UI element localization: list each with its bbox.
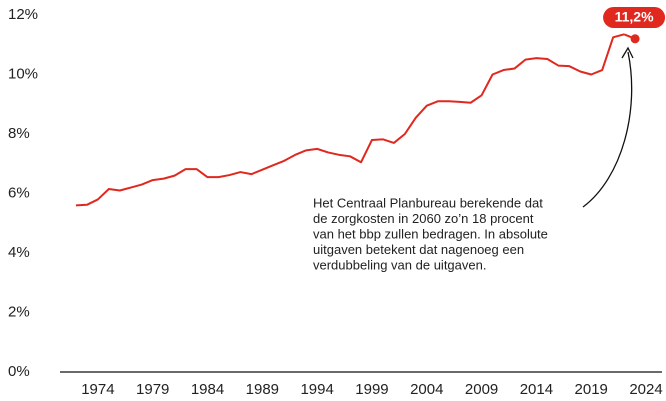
x-tick-label: 1974 <box>81 381 114 398</box>
annotation: Het Centraal Planbureau berekende datde … <box>313 195 548 272</box>
y-tick-label: 12% <box>8 6 38 23</box>
y-tick-label: 4% <box>8 244 30 261</box>
annotation-line: de zorgkosten in 2060 zo’n 18 procent <box>313 211 534 226</box>
x-tick-label: 2024 <box>629 381 662 398</box>
annotation-line: Het Centraal Planbureau berekende dat <box>313 195 543 210</box>
annotation-arrow <box>582 51 633 208</box>
x-tick-label: 2009 <box>465 381 498 398</box>
annotation-line: uitgaven betekent dat nagenoeg een <box>313 242 524 257</box>
x-tick-label: 2019 <box>575 381 608 398</box>
annotation-line: van het bbp zullen bedragen. In absolute <box>313 226 548 241</box>
y-tick-label: 0% <box>8 363 30 380</box>
end-dot <box>630 34 640 44</box>
x-tick-label: 2014 <box>520 381 553 398</box>
x-tick-label: 1984 <box>191 381 224 398</box>
x-tick-label: 1994 <box>300 381 333 398</box>
annotation-line: verdubbeling van de uitgaven. <box>313 257 486 272</box>
y-tick-label: 2% <box>8 303 30 320</box>
x-tick-label: 1989 <box>246 381 279 398</box>
y-tick-label: 6% <box>8 184 30 201</box>
value-badge <box>603 7 666 28</box>
line <box>75 33 625 207</box>
value-label: 11,2% <box>615 9 654 25</box>
x-tick-label: 2004 <box>410 381 443 398</box>
y-tick-label: 8% <box>8 125 30 142</box>
x-tick-label: 1999 <box>355 381 388 398</box>
y-tick-label: 10% <box>8 65 38 82</box>
x-tick-label: 1979 <box>136 381 169 398</box>
arrow-head <box>621 46 634 59</box>
